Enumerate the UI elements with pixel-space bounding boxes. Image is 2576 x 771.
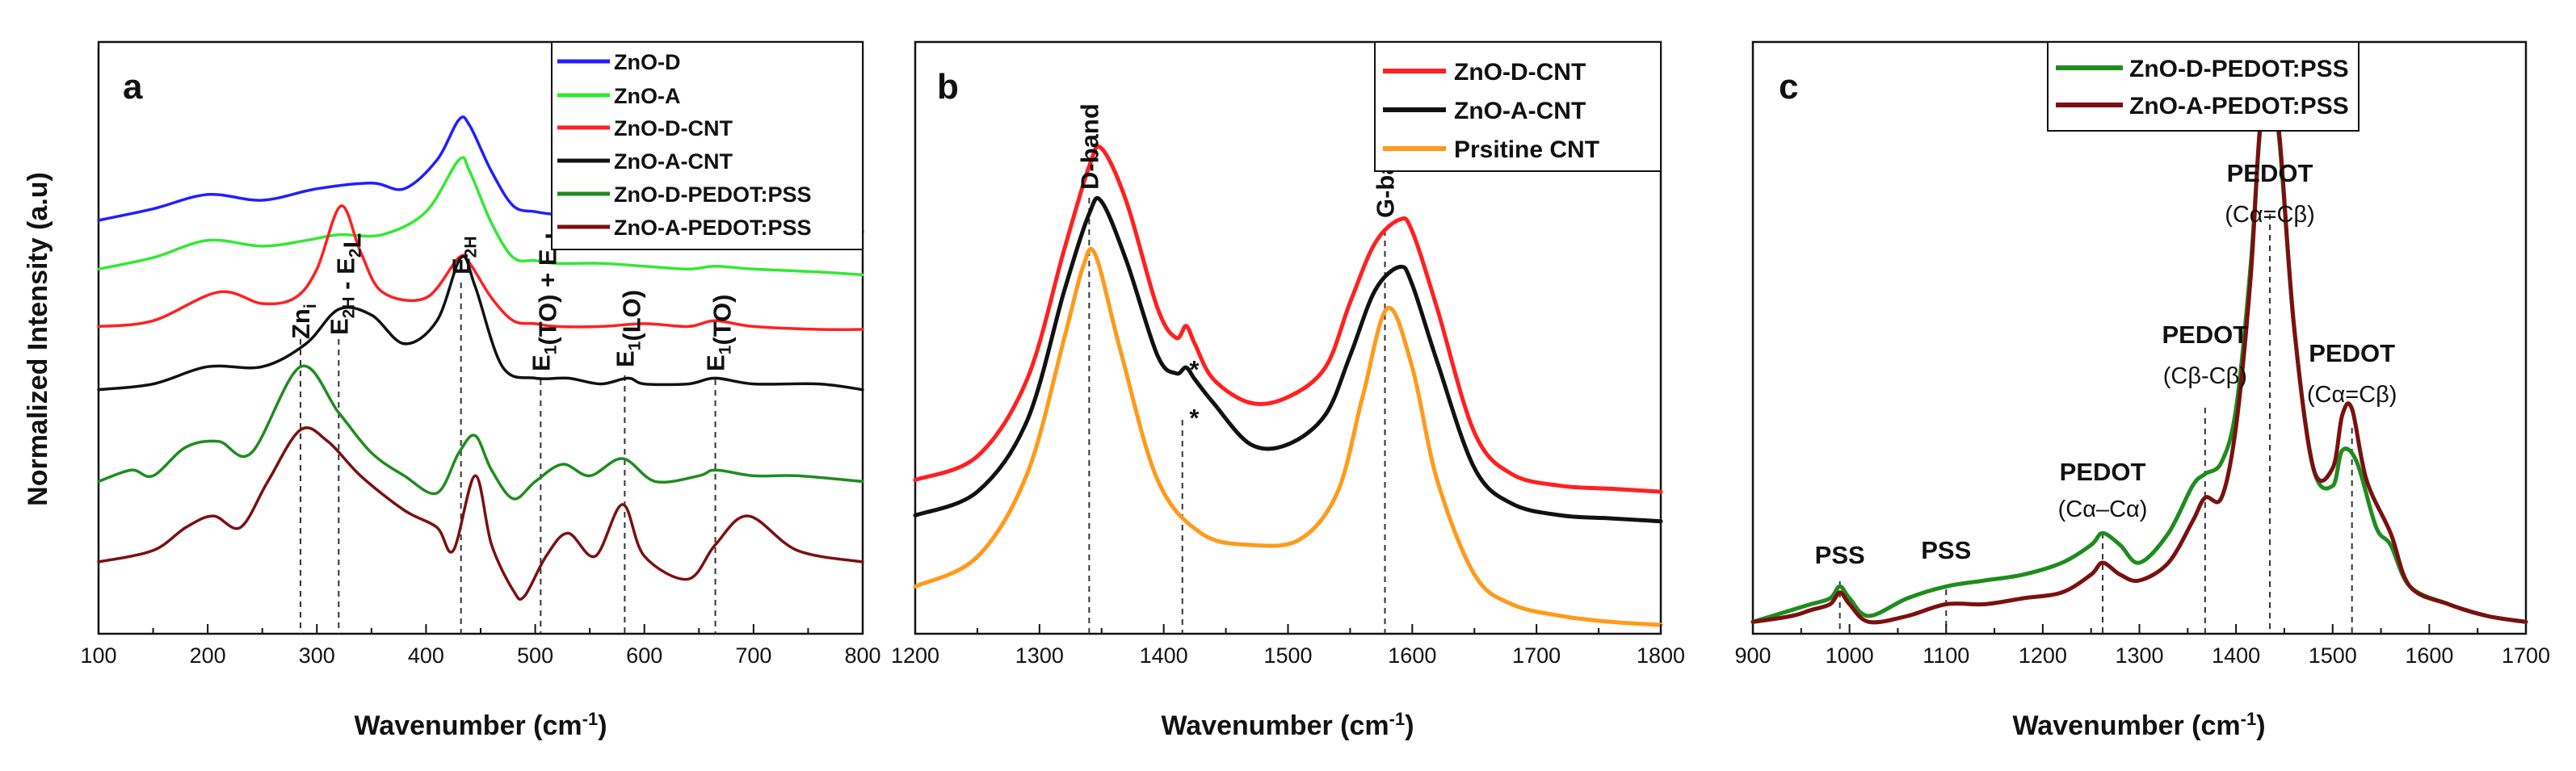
panel-b-xtick-label: 1300	[1015, 643, 1064, 668]
legend-label-c-zno-a-pedot: ZnO-A-PEDOT:PSS	[2129, 93, 2349, 119]
panel-a-xtick-label: 600	[626, 643, 662, 668]
panel-b-xtick-label: 1500	[1263, 643, 1312, 668]
legend-label-zno-d: ZnO-D	[614, 50, 680, 74]
panel-b-xlabel: Wavenumber (cm-1)	[1161, 709, 1414, 741]
panel-c-xlabel: Wavenumber (cm-1)	[2012, 709, 2265, 741]
panel-a-xtick-label: 100	[80, 643, 116, 668]
panel-c-peak-label: PSS	[1921, 536, 1971, 564]
series-line-c-zno-a-pedot-pss	[1750, 75, 2528, 625]
legend-label-zno-a-pedot: ZnO-A-PEDOT:PSS	[614, 216, 812, 240]
panel-c-bond-label: (Cα–Cα)	[2058, 497, 2148, 522]
panel-c-peak-label: PEDOT	[2227, 159, 2313, 187]
panel-b-xtick-label: 1800	[1637, 643, 1685, 668]
panel-b-xtick-label: 1700	[1512, 643, 1561, 668]
panel-c-xtick-label: 1600	[2405, 643, 2453, 668]
panel-b-xtick-label: 1200	[891, 643, 939, 668]
panel-b-star-marker: *	[1189, 404, 1200, 432]
panel-a-label: a	[123, 67, 143, 107]
panel-a-xtick-label: 800	[844, 643, 880, 668]
panel-c-bond-label: (Cβ-Cβ)	[2163, 363, 2247, 389]
panel-a-xtick-label: 500	[517, 643, 553, 668]
panel-c-bond-label: (Cα=Cβ)	[2225, 202, 2315, 228]
panel-c-peak-label: PEDOT	[2162, 321, 2248, 349]
panel-a-peak-label: E2H - E2L	[325, 233, 366, 335]
panel-a-peak-label: E1(TO)	[702, 294, 737, 371]
panel-a-peak-label: E2H	[448, 236, 481, 274]
legend-label-zno-d-cnt: ZnO-D-CNT	[614, 116, 733, 140]
panel-b-xtick-label: 1600	[1388, 643, 1436, 668]
panel-a-xtick-label: 300	[299, 643, 335, 668]
panel-b-xtick-label: 1400	[1140, 643, 1188, 668]
panel-b-band-label: D-band	[1075, 103, 1103, 190]
panel-a-xtick-label: 700	[735, 643, 771, 668]
legend-label-zno-a-cnt: ZnO-A-CNT	[614, 149, 733, 174]
series-line-b-zno-d-cnt	[913, 144, 1663, 494]
panel-c-peak-label: PEDOT	[2309, 339, 2395, 367]
series-line-b-zno-a-cnt	[913, 195, 1663, 524]
panel-a-peak-label: E1(LO)	[611, 290, 645, 367]
panel-c-peak-label: PEDOT	[2060, 458, 2146, 486]
panel-a-peak-label: Zni	[287, 304, 320, 339]
panel-c-xtick-label: 1400	[2212, 643, 2260, 668]
legend-label-b-zno-d-cnt: ZnO-D-CNT	[1454, 59, 1586, 86]
legend-label-zno-a: ZnO-A	[614, 84, 680, 108]
panel-c-peak-label: PSS	[1815, 541, 1865, 569]
legend-label-c-zno-d-pedot: ZnO-D-PEDOT:PSS	[2129, 56, 2349, 82]
panel-a-xtick-label: 200	[190, 643, 226, 668]
panel-c-xtick-label: 1100	[1923, 643, 1969, 668]
panel-a-legend-box	[551, 41, 864, 250]
panel-c-label: c	[1779, 67, 1798, 107]
panel-b-star-marker: *	[1189, 355, 1200, 383]
panel-c-bond-label: (Cα=Cβ)	[2307, 382, 2397, 408]
panel-a-legend: ZnO-D ZnO-A ZnO-D-CNT ZnO-A-CNT ZnO-D-PE…	[551, 41, 864, 250]
legend-label-b-zno-a-cnt: ZnO-A-CNT	[1454, 98, 1586, 124]
series-line-a-zno-a-pedot-pss	[97, 426, 864, 601]
series-line-b-prsitine-cnt	[913, 246, 1663, 627]
panel-c-xtick-label: 900	[1734, 643, 1771, 668]
series-line-a-zno-d-pedot-pss	[97, 364, 864, 501]
panel-a-xlabel: Wavenumber (cm-1)	[354, 709, 607, 741]
panel-c: c 900 1000 1100 1200 1300 1400 1500 1600 1700 PS…	[1734, 40, 2550, 741]
panel-c-xtick-label: 1300	[2115, 643, 2163, 668]
legend-label-b-cnt: Prsitine CNT	[1454, 136, 1599, 163]
series-line-a-zno-a-cnt	[97, 254, 864, 392]
panel-c-xtick-label: 1000	[1826, 643, 1874, 668]
legend-label-zno-d-pedot: ZnO-D-PEDOT:PSS	[614, 182, 812, 207]
panel-c-legend-box	[2047, 41, 2360, 132]
panel-c-xtick-label: 1200	[2019, 643, 2067, 668]
series-line-a-zno-a	[97, 156, 864, 277]
panel-a-ylabel: Normalized Intensity (a.u)	[23, 172, 53, 506]
panel-c-xtick-label: 1500	[2309, 643, 2357, 668]
panel-a-xtick-label: 400	[408, 643, 444, 668]
panel-c-frame	[1751, 40, 2528, 635]
panel-c-xtick-label: 1700	[2502, 643, 2550, 668]
panel-b: b 1200 1300 1400 1500 1600 1700 1800 D-band G-b…	[891, 40, 1685, 741]
panel-b-legend: ZnO-D-CNT ZnO-A-CNT Prsitine CNT	[1374, 41, 1662, 172]
series-line-c-zno-d-pedot-pss	[1750, 87, 2528, 624]
panel-c-legend: ZnO-D-PEDOT:PSS ZnO-A-PEDOT:PSS	[2047, 41, 2360, 132]
panel-b-label: b	[937, 67, 959, 107]
